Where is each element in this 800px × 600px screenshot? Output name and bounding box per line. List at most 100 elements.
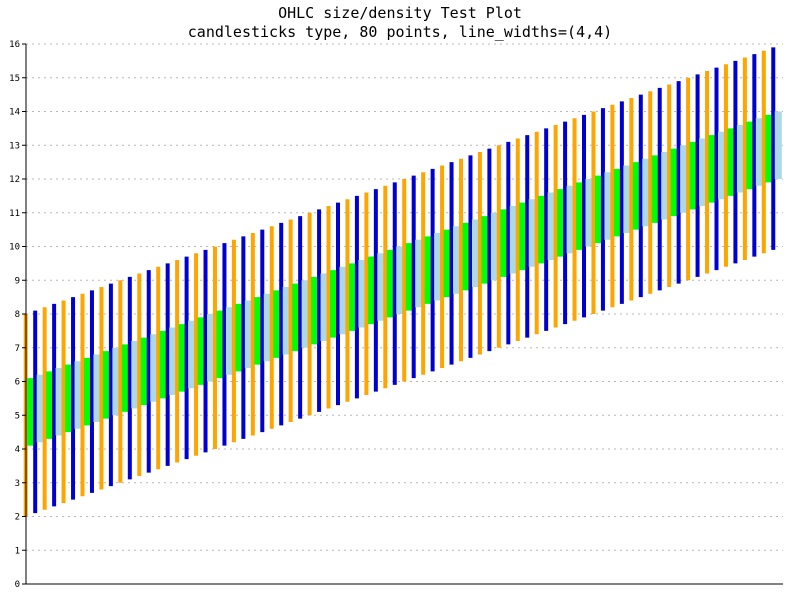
candle-body [65, 364, 73, 433]
candle-body [509, 206, 517, 274]
candle-body [566, 185, 574, 254]
y-tick-label: 10 [9, 243, 20, 253]
candle-body [443, 229, 451, 298]
candle-body [500, 209, 508, 277]
candle-body [727, 128, 735, 196]
y-tick-label: 4 [15, 445, 20, 455]
y-tick-label: 16 [9, 40, 20, 50]
y-tick-label: 1 [15, 546, 20, 556]
candle-body [689, 141, 697, 210]
chart-title: OHLC size/density Test Plot [278, 4, 522, 22]
candle-body [490, 212, 498, 281]
candle-body [434, 233, 442, 301]
candle-body [235, 303, 243, 372]
candle-body [661, 152, 669, 220]
candle-body [717, 131, 725, 200]
candle-body [36, 374, 44, 443]
candle-body [112, 347, 120, 416]
y-tick-label: 13 [9, 141, 20, 151]
candle-body [358, 260, 366, 328]
candle-body [613, 168, 621, 237]
candle-body [632, 162, 640, 230]
candle-body [708, 135, 716, 203]
candle-body [93, 354, 101, 422]
y-tick-label: 7 [15, 344, 20, 354]
candle-body [159, 330, 167, 399]
y-tick-label: 9 [15, 276, 20, 286]
candle-body [576, 182, 584, 250]
candle-body [348, 263, 356, 331]
candle-body [736, 125, 744, 193]
candle-body [651, 155, 659, 223]
candle-body [377, 253, 385, 321]
candle-body [670, 148, 678, 217]
candle-body [244, 300, 252, 368]
y-tick-label: 0 [15, 580, 20, 590]
candle-body [519, 202, 527, 271]
candle-body [131, 341, 139, 409]
candle-body [594, 175, 602, 244]
y-tick-label: 14 [9, 108, 20, 118]
candle-body [386, 249, 394, 318]
candle-body [225, 307, 233, 375]
candle-body [169, 327, 177, 395]
candle-body [755, 118, 763, 186]
chart-subtitle: candlesticks type, 80 points, line_width… [188, 23, 612, 41]
y-tick-label: 5 [15, 411, 20, 421]
candle-body [774, 111, 782, 179]
candle-body [585, 179, 593, 247]
y-tick-label: 3 [15, 479, 20, 489]
y-tick-label: 2 [15, 513, 20, 523]
y-tick-label: 12 [9, 175, 20, 185]
candle-body [415, 239, 423, 308]
candle-body [74, 361, 82, 429]
candle-body [699, 138, 707, 206]
candle-body [623, 165, 631, 233]
candle-body [273, 290, 281, 358]
candle-body [254, 297, 262, 365]
candle-body [121, 344, 129, 412]
candle-body [292, 283, 300, 352]
candle-body [367, 256, 375, 325]
candle-body [604, 172, 612, 240]
candle-body [680, 145, 688, 213]
y-tick-label: 11 [9, 209, 20, 219]
candle-body [84, 357, 92, 426]
candle-body [282, 287, 290, 355]
candle-body [557, 189, 565, 257]
candlestick-series [23, 47, 782, 517]
candle-body [150, 334, 158, 402]
candle-body [462, 222, 470, 291]
candle-body [642, 158, 650, 227]
candle-body [538, 195, 546, 264]
candle-body [140, 337, 148, 406]
y-tick-label: 8 [15, 310, 20, 320]
candle-body [301, 280, 309, 348]
candle-body [453, 226, 461, 294]
candle-body [481, 216, 489, 284]
candle-body [405, 243, 413, 311]
candle-body [216, 310, 224, 379]
candle-body [528, 199, 536, 267]
candle-body [207, 314, 215, 382]
candle-body [102, 351, 110, 419]
candle-body [330, 270, 338, 338]
candle-body [197, 317, 205, 385]
candle-body [424, 236, 432, 304]
candle-body [311, 276, 319, 345]
candle-body [320, 273, 328, 341]
candle-body [746, 121, 754, 190]
candle-body [471, 219, 479, 287]
candle-body [339, 266, 347, 335]
candle-body [396, 246, 404, 314]
candle-body [263, 293, 271, 362]
y-tick-label: 15 [9, 74, 20, 84]
candle-body [765, 114, 773, 183]
candle-body [55, 368, 63, 436]
candle-body [188, 320, 196, 389]
candle-body [27, 378, 35, 446]
candle-body [46, 371, 54, 439]
candle-body [547, 192, 555, 260]
